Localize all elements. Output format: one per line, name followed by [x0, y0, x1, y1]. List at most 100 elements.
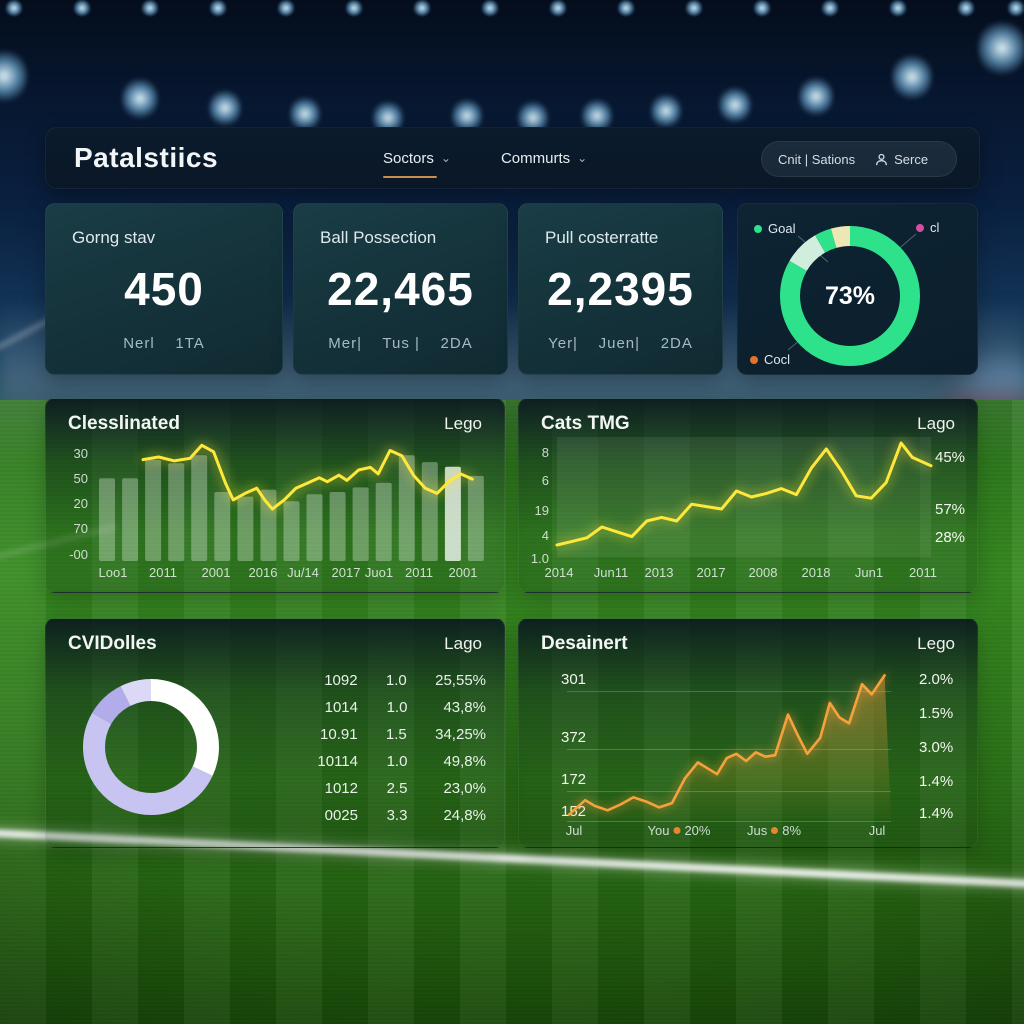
x-tick-text: Jul	[565, 823, 583, 838]
page-title: Patalstiics	[74, 142, 219, 173]
area-card-action-button[interactable]: Lego	[917, 634, 955, 653]
y-tick-label: 19	[534, 503, 549, 518]
legend-dot-cocl	[750, 355, 758, 364]
x-tick-badge: 8%	[782, 823, 802, 838]
percent-label: 1.5%	[919, 705, 954, 722]
table-cell: 10.91	[320, 726, 358, 743]
search-pill-right[interactable]: Serce	[875, 152, 928, 167]
nav-label: Soctors	[383, 149, 434, 167]
bar	[444, 466, 461, 561]
donut-segment	[780, 226, 920, 366]
y-tick-label: 4	[541, 528, 549, 543]
bar-card-action-button[interactable]: Lego	[444, 414, 482, 433]
table-card-action-button[interactable]: Lago	[444, 634, 482, 653]
nav-item-soctors[interactable]: Soctors ⌄	[383, 149, 451, 178]
x-tick-label: 2017	[696, 565, 726, 580]
panel-title: Cats TMG	[541, 413, 630, 434]
x-tick-label: 2016	[248, 565, 278, 580]
header-bar: Patalstiics Soctors ⌄ Commurts ⌄ Cnit | …	[45, 127, 980, 189]
legend-goal: Goal	[754, 221, 795, 236]
stat-value: 450	[124, 263, 204, 315]
bar	[421, 462, 438, 561]
table-cell: 1014	[324, 699, 358, 716]
table-cell: 25,55%	[435, 672, 486, 689]
legend-label: Goal	[768, 221, 796, 236]
y-tick-label: 30	[73, 446, 88, 461]
stat-footer: Nerl 1TA	[123, 335, 205, 352]
bar	[260, 489, 277, 561]
x-tick-label: 2011	[405, 565, 433, 580]
search-pill-right-label: Serce	[894, 151, 929, 167]
stat-card-pull-costerratte: Pull costerratte 2,2395 Yer| Juen| 2DA	[518, 203, 723, 375]
table-cell: 1.0	[386, 753, 408, 770]
table-row: 1012 2.5 23,0%	[286, 775, 486, 802]
series-dot-icon	[673, 827, 681, 834]
table-row: 10.91 1.5 34,25%	[286, 721, 486, 748]
goal-donut-center-value: 73%	[824, 282, 876, 310]
trend-line	[555, 441, 933, 547]
y-axis-label: 372	[561, 729, 587, 746]
table-cell: 34,25%	[435, 726, 486, 743]
bar	[398, 455, 415, 561]
bar	[191, 455, 208, 561]
x-tick-label: 2014	[544, 565, 574, 580]
percent-label: 1.4%	[919, 773, 954, 790]
stats-table: 1092 1.0 25,55% 1014 1.0 43,8% 10.91 1.5 34,25% 1…	[286, 667, 486, 829]
legend-cl: cl	[916, 220, 939, 235]
x-tick-label: You 20%	[648, 823, 711, 838]
bar	[329, 492, 346, 561]
x-tick-label: Jus 8%	[747, 823, 801, 838]
bar	[122, 478, 139, 561]
legend-label: Cocl	[764, 352, 791, 367]
table-cell: 1.0	[386, 699, 408, 716]
x-tick-label: Juo1	[364, 565, 394, 580]
bar	[283, 501, 300, 561]
percent-label: 28%	[935, 529, 966, 546]
bar-chart-card: Clesslinated Lego 30 50 20 70 -00 Loo1 2011 20…	[45, 398, 505, 593]
table-cell: 0025	[324, 807, 358, 824]
legend-label: cl	[930, 220, 940, 235]
table-cell: 1092	[324, 672, 358, 689]
table-cell: 1.5	[385, 726, 407, 743]
y-axis-label: 172	[561, 771, 587, 788]
x-tick-label: 2013	[644, 565, 674, 580]
panel-title: CVIDolles	[68, 633, 157, 654]
y-tick-label: 70	[73, 521, 88, 536]
x-tick-text: Jus	[746, 823, 768, 838]
table-cell: 24,8%	[443, 807, 486, 824]
y-axis-label: 301	[561, 671, 587, 688]
trend-card-action-button[interactable]: Lago	[917, 414, 955, 433]
bar	[168, 463, 185, 562]
area-line-chart	[567, 674, 891, 819]
stat-card-gorng-stav: Gorng stav 450 Nerl 1TA	[45, 203, 283, 375]
table-row: 10114 1.0 49,8%	[286, 748, 486, 775]
table-donut-chart	[83, 679, 219, 815]
bar	[99, 478, 115, 561]
search-pill[interactable]: Cnit | Sations Serce	[761, 141, 957, 177]
stat-value: 22,465	[327, 263, 474, 315]
series-dot-icon	[771, 827, 779, 834]
legend-cocl: Cocl	[750, 352, 790, 367]
stat-value: 2,2395	[547, 263, 694, 315]
bar	[237, 496, 254, 561]
plot-area	[557, 437, 931, 557]
legend-dot-goal	[754, 224, 762, 233]
main-nav: Soctors ⌄ Commurts ⌄	[383, 149, 587, 178]
bar	[214, 492, 231, 561]
x-tick-label: 2017	[331, 565, 361, 580]
nav-item-commurts[interactable]: Commurts ⌄	[501, 150, 587, 167]
donut-segment	[83, 679, 219, 815]
bar	[352, 487, 369, 561]
goal-donut-card: Goal cl Cocl 73%	[737, 203, 978, 375]
x-tick-label: Ju/14	[287, 565, 319, 580]
nav-label: Commurts	[500, 149, 571, 167]
table-cell: 2.5	[386, 780, 408, 797]
y-tick-label: 50	[73, 471, 88, 486]
bar	[375, 482, 392, 561]
bar-chart	[99, 443, 484, 562]
x-tick-label: Loo1	[98, 565, 128, 580]
x-tick-label: 2018	[801, 565, 831, 580]
y-tick-label: -00	[69, 547, 88, 562]
area-line	[567, 674, 886, 816]
x-tick-label: Jul	[869, 823, 886, 838]
